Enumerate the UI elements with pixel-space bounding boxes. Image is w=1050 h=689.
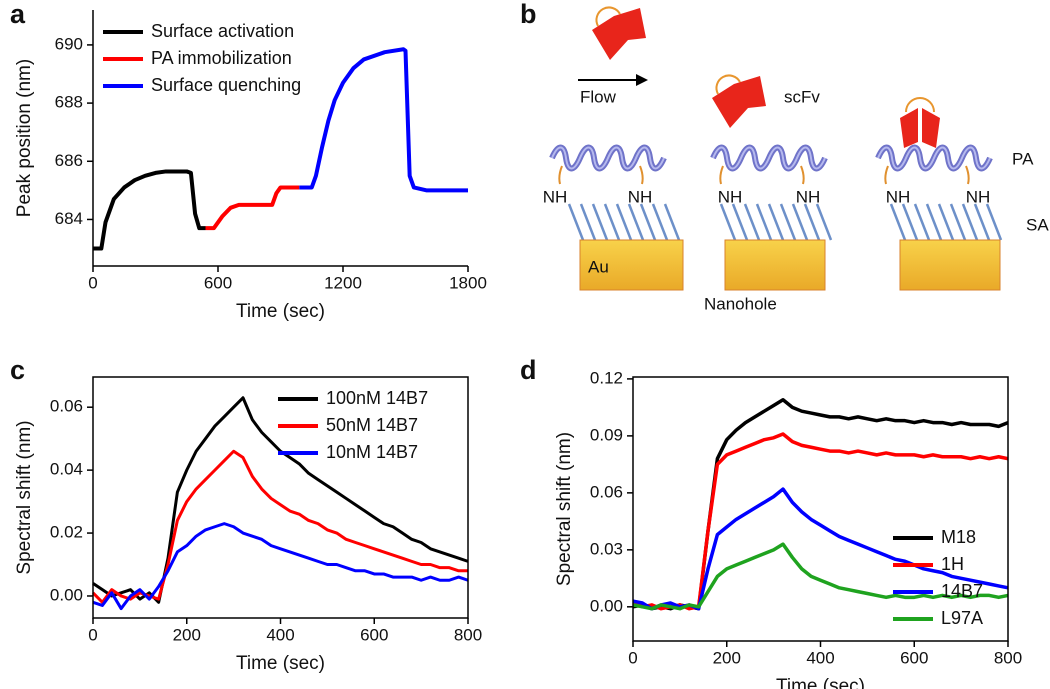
y-tick-label: 0.12 [590, 368, 623, 387]
series-line [205, 185, 300, 231]
legend-label: M18 [941, 527, 976, 547]
nh-label: NH [543, 187, 568, 206]
nh-label: NH [628, 187, 653, 206]
flow-arrow-head [636, 74, 648, 86]
x-tick-label: 400 [266, 625, 294, 644]
y-tick-label: 0.00 [590, 596, 623, 615]
x-tick-label: 800 [994, 648, 1022, 667]
nh-label: NH [718, 187, 743, 206]
y-axis-label: Peak position (nm) [14, 59, 35, 217]
x-tick-label: 0 [628, 648, 637, 667]
pa-label: PA [1012, 149, 1034, 168]
x-tick-label: 1800 [449, 273, 487, 292]
y-tick-label: 0.06 [590, 482, 623, 501]
sam-label: SAM [1026, 215, 1050, 234]
x-tick-label: 0 [88, 273, 97, 292]
nh-label: NH [886, 187, 911, 206]
panel-letter: b [520, 0, 537, 29]
x-axis-label: Time (sec) [776, 676, 865, 689]
legend-label: Surface activation [151, 21, 294, 41]
nanohole-label: Nanohole [704, 294, 777, 313]
y-tick-label: 0.03 [590, 539, 623, 558]
x-axis-label: Time (sec) [236, 653, 325, 674]
scfv-icon [711, 74, 767, 129]
panel-letter: a [10, 0, 26, 29]
series-line [299, 47, 468, 193]
helix [552, 148, 664, 185]
flow-label: Flow [580, 87, 617, 106]
x-tick-label: 800 [454, 625, 482, 644]
gold-block [579, 239, 684, 291]
legend-label: PA immobilization [151, 48, 292, 68]
y-tick-label: 688 [55, 93, 83, 112]
x-axis-label: Time (sec) [236, 301, 325, 322]
y-tick-label: 0.09 [590, 425, 623, 444]
legend-label: Surface quenching [151, 75, 301, 95]
y-tick-label: 686 [55, 151, 83, 170]
x-tick-label: 1200 [324, 273, 362, 292]
x-tick-label: 200 [173, 625, 201, 644]
au-label: Au [588, 257, 609, 276]
legend-label: 1H [941, 554, 964, 574]
diagram-panel: b Flow scFv PA NH NH NH NH NH NH SAM Au … [520, 0, 1050, 313]
y-tick-label: 0.06 [50, 397, 83, 416]
scfv-label: scFv [784, 87, 820, 106]
x-tick-label: 0 [88, 625, 97, 644]
x-tick-label: 200 [713, 648, 741, 667]
y-tick-label: 0.02 [50, 523, 83, 542]
series-line [92, 522, 469, 611]
y-axis-label: Spectral shift (nm) [554, 432, 575, 586]
bound-scfv [900, 97, 940, 148]
plot-frame [92, 376, 469, 619]
gold-block [899, 239, 1001, 291]
gold-block [724, 239, 826, 291]
series-line [91, 449, 468, 604]
sam [567, 202, 681, 242]
y-axis-label: Spectral shift (nm) [14, 420, 35, 574]
x-tick-label: 600 [900, 648, 928, 667]
series-line [93, 169, 206, 251]
x-tick-label: 600 [204, 273, 232, 292]
x-tick-label: 600 [360, 625, 388, 644]
y-tick-label: 690 [55, 34, 83, 53]
legend-label: 100nM 14B7 [326, 388, 428, 408]
x-tick-label: 400 [806, 648, 834, 667]
legend-label: 10nM 14B7 [326, 442, 418, 462]
y-tick-label: 0.00 [50, 585, 83, 604]
legend-label: 50nM 14B7 [326, 415, 418, 435]
panel-letter: c [10, 355, 25, 385]
nh-label: NH [796, 187, 821, 206]
helix [713, 148, 825, 185]
series-line [632, 542, 1009, 611]
nh-label: NH [966, 187, 991, 206]
legend-label: L97A [941, 608, 983, 628]
scfv-icon [591, 6, 647, 62]
y-tick-label: 684 [55, 209, 83, 228]
legend-label: 14B7 [941, 581, 983, 601]
panel-letter: d [520, 355, 537, 385]
helix [878, 148, 990, 185]
sam [889, 202, 1003, 242]
sam [719, 202, 833, 242]
y-tick-label: 0.04 [50, 460, 83, 479]
